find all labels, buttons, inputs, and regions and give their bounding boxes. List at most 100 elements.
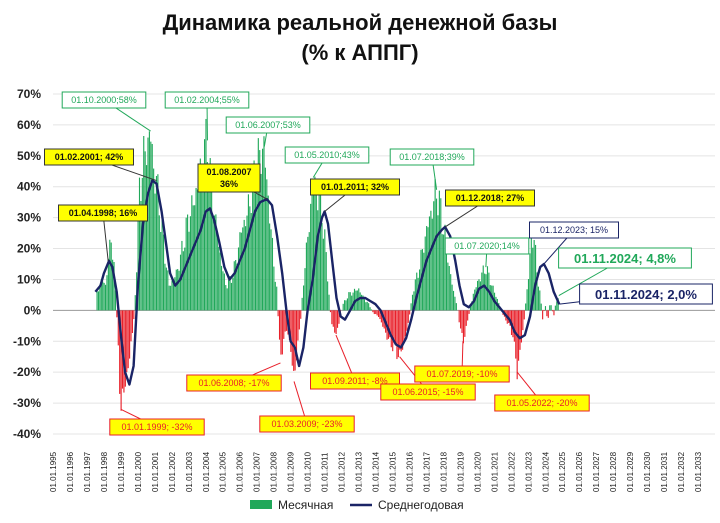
- bar: [249, 206, 251, 311]
- annotation-box: [310, 178, 400, 196]
- x-tick-label: 01.01.2002: [168, 451, 177, 492]
- annotation-box: [444, 237, 530, 255]
- bar: [428, 216, 431, 311]
- x-tick-label: 01.01.2008: [270, 451, 279, 492]
- annotation-label: 01.06.2015; -15%: [392, 387, 463, 397]
- bar: [543, 310, 545, 312]
- x-tick-label: 01.01.2022: [507, 451, 516, 492]
- bar: [310, 203, 312, 311]
- bar: [283, 310, 285, 339]
- bar: [379, 310, 381, 320]
- bar: [124, 310, 126, 387]
- legend-label-average: Среднегодовая: [378, 498, 464, 512]
- bar: [116, 310, 118, 318]
- bar: [465, 310, 467, 326]
- annotation-label: 01.07.2018;39%: [399, 152, 465, 162]
- annotation-box: [61, 91, 147, 109]
- line-path: [94, 179, 561, 386]
- bar: [147, 137, 149, 311]
- bar: [290, 310, 292, 352]
- bar: [551, 310, 554, 312]
- bar: [160, 231, 162, 311]
- bar: [192, 205, 194, 311]
- y-tick-label: -30%: [13, 396, 41, 410]
- bar: [424, 236, 426, 311]
- bar: [243, 219, 245, 311]
- bar: [304, 268, 306, 311]
- annotation-label: 01.05.2022; -20%: [506, 398, 577, 408]
- bar: [513, 310, 515, 342]
- bar: [520, 310, 522, 343]
- bar: [373, 310, 375, 315]
- bar: [416, 272, 418, 311]
- bar: [281, 310, 283, 355]
- bar: [278, 310, 281, 340]
- bar: [99, 284, 101, 311]
- bar: [433, 201, 435, 311]
- annotation-label: 01.05.2010;43%: [294, 150, 360, 160]
- annotation-label: 01.07.2020;14%: [454, 241, 520, 251]
- bar: [267, 195, 269, 311]
- x-tick-label: 01.01.2027: [592, 451, 601, 492]
- bar: [222, 271, 224, 311]
- annotation-box: [389, 148, 475, 166]
- bar: [448, 266, 450, 311]
- annotation-label: 01.01.1999; -32%: [121, 422, 192, 432]
- bar: [430, 210, 432, 311]
- x-tick-label: 01.01.2026: [575, 451, 584, 492]
- bar: [532, 247, 534, 311]
- bar: [150, 141, 152, 311]
- bar: [481, 272, 483, 311]
- annotation-label: 01.04.1998; 16%: [69, 208, 138, 218]
- bar: [293, 310, 295, 371]
- x-tick-label: 01.01.2025: [558, 451, 567, 492]
- x-tick-label: 01.01.2024: [541, 451, 550, 492]
- bar: [212, 219, 214, 311]
- bar: [242, 227, 244, 311]
- bar: [529, 253, 531, 311]
- bar: [175, 269, 177, 311]
- x-tick-label: 01.01.2009: [287, 451, 296, 492]
- x-tick-label: 01.01.1999: [117, 451, 126, 492]
- x-tick-label: 01.01.2013: [355, 451, 364, 492]
- annotation-box: [579, 283, 713, 305]
- bar: [161, 218, 163, 311]
- bar: [211, 183, 213, 311]
- bar: [539, 290, 541, 311]
- x-tick-label: 01.01.2030: [643, 451, 652, 492]
- bar: [233, 261, 235, 311]
- annotation-box: [284, 146, 370, 164]
- x-tick-label: 01.01.2012: [338, 451, 347, 492]
- bar: [247, 194, 249, 311]
- bar: [112, 259, 114, 311]
- bar: [361, 294, 363, 311]
- bar: [359, 292, 361, 311]
- bar: [325, 252, 327, 311]
- bar: [308, 232, 310, 311]
- bar: [410, 303, 412, 311]
- bar: [546, 310, 548, 317]
- bar: [261, 148, 264, 311]
- bar: [485, 274, 487, 311]
- bar: [547, 310, 549, 318]
- bar: [246, 215, 248, 311]
- bar: [104, 284, 107, 311]
- bar: [184, 247, 186, 311]
- x-tick-label: 01.01.2021: [490, 451, 499, 492]
- bar: [402, 310, 404, 350]
- bar: [413, 291, 415, 311]
- bar: [134, 295, 136, 311]
- bar: [284, 310, 286, 332]
- bar: [396, 310, 398, 360]
- bar: [230, 282, 233, 311]
- annual-average-line: [94, 179, 561, 386]
- bar: [202, 178, 204, 311]
- bar: [177, 269, 179, 311]
- bar: [148, 131, 150, 311]
- bar: [236, 263, 238, 311]
- x-tick-label: 01.01.2004: [202, 451, 211, 492]
- x-tick-label: 01.01.2015: [388, 451, 397, 492]
- y-tick-label: -40%: [13, 427, 41, 441]
- bar: [110, 242, 112, 311]
- bar: [530, 235, 532, 311]
